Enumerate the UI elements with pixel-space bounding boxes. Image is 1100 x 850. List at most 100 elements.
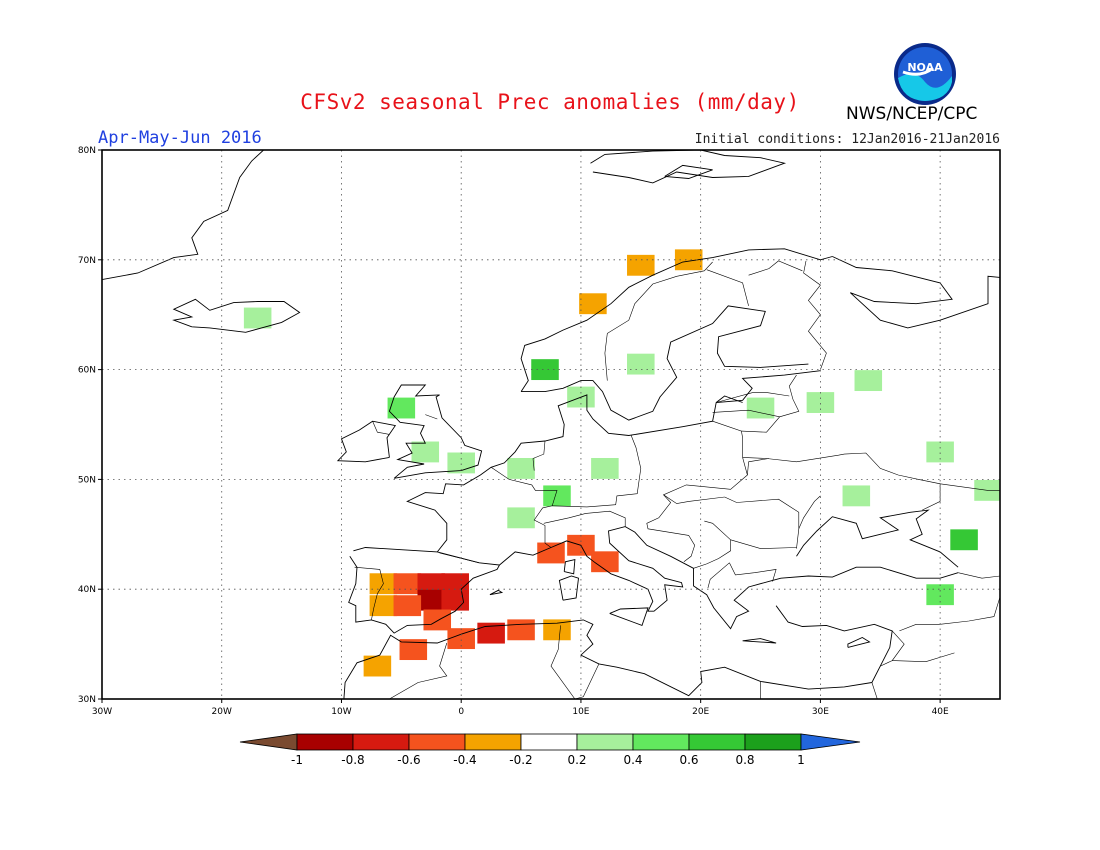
coastline <box>847 636 871 648</box>
colorbar-segment <box>464 733 522 751</box>
season-label: Apr-May-Jun 2016 <box>98 128 262 148</box>
anomaly-cell <box>423 609 452 631</box>
coastline <box>796 509 959 568</box>
country-border <box>940 483 1000 491</box>
chart-title: CFSv2 seasonal Prec anomalies (mm/day) <box>300 90 800 114</box>
map-frame <box>101 149 1001 700</box>
colorbar-above-arrow <box>800 733 861 751</box>
country-border <box>899 572 1000 632</box>
lon-tick-label: 40E <box>932 707 949 717</box>
coastline <box>775 605 893 683</box>
coastline <box>715 395 743 403</box>
country-border <box>646 494 696 563</box>
anomaly-cell <box>477 622 505 644</box>
colorbar-label: -0.6 <box>397 753 420 767</box>
colorbar-segment <box>576 733 634 751</box>
coastline <box>343 619 872 699</box>
agency-label: NWS/NCEP/CPC <box>846 104 978 124</box>
coastline <box>172 298 301 333</box>
colorbar-label: 0.6 <box>679 753 698 767</box>
country-border <box>372 421 390 435</box>
noaa-logo-icon: NOAA <box>894 43 956 105</box>
lon-tick-label: 20E <box>692 707 709 717</box>
country-border <box>724 496 800 549</box>
anomaly-cell <box>411 441 440 463</box>
lon-tick-label: 20W <box>212 707 232 717</box>
lat-tick-label: 50N <box>78 475 96 485</box>
coastline <box>563 559 576 575</box>
colorbar-segment <box>744 733 802 751</box>
anomaly-cell <box>507 457 535 479</box>
country-border <box>543 510 626 527</box>
coastline <box>590 150 787 184</box>
colorbar-segment <box>352 733 410 751</box>
anomaly-cell <box>591 551 619 573</box>
colorbar-label: -0.2 <box>509 753 532 767</box>
country-border <box>871 682 878 699</box>
coastline <box>102 150 264 281</box>
country-border <box>532 458 535 471</box>
country-border <box>730 539 797 549</box>
lon-tick-label: 10E <box>572 707 589 717</box>
anomaly-cell <box>363 655 392 677</box>
country-border <box>707 562 730 589</box>
anomaly-cell <box>387 397 416 419</box>
colorbar-label: 0.4 <box>623 753 642 767</box>
country-border <box>532 440 546 459</box>
colorbar-label: -1 <box>291 753 303 767</box>
coastline <box>609 607 649 626</box>
country-border <box>741 374 800 433</box>
colorbar-label: -0.8 <box>341 753 364 767</box>
colorbar-segment <box>520 733 578 751</box>
country-border <box>880 630 905 667</box>
country-border <box>747 458 769 476</box>
anomaly-cell <box>926 441 954 463</box>
anomaly-cell <box>674 249 703 271</box>
anomaly-cell <box>746 397 775 419</box>
colorbar-label: 1 <box>797 753 805 767</box>
lon-tick-label: 30W <box>92 707 112 717</box>
anomaly-cell <box>579 293 607 315</box>
country-border <box>604 261 713 381</box>
country-border <box>425 414 438 420</box>
country-border <box>892 652 955 663</box>
country-border <box>693 539 731 569</box>
anomaly-cell <box>591 457 619 479</box>
country-border <box>552 435 642 508</box>
coastline <box>348 547 501 634</box>
anomaly-cell <box>543 619 571 641</box>
coastline <box>489 589 504 596</box>
colorbar-label: -0.4 <box>453 753 476 767</box>
lat-tick-label: 80N <box>78 146 96 156</box>
coastline <box>664 164 713 179</box>
colorbar-below-arrow <box>239 733 298 751</box>
country-border <box>662 420 748 504</box>
colorbar-segment <box>296 733 354 751</box>
anomaly-cell <box>950 529 978 551</box>
lat-tick-label: 40N <box>78 585 96 595</box>
anomaly-cell <box>399 639 428 661</box>
initial-conditions-label: Initial conditions: 12Jan2016-21Jan2016 <box>694 132 1000 147</box>
coastline <box>388 384 483 479</box>
country-border <box>354 566 384 620</box>
country-border <box>798 495 821 529</box>
coastline <box>499 526 959 630</box>
country-border <box>550 625 576 699</box>
colorbar-segment <box>632 733 690 751</box>
country-border <box>712 409 780 418</box>
colorbar-segment <box>688 733 746 751</box>
country-border <box>387 642 448 699</box>
anomaly-cell <box>806 392 835 413</box>
coastline <box>832 256 1000 329</box>
coastline <box>521 305 809 421</box>
anomaly-cell <box>369 595 398 617</box>
country-border <box>716 392 790 403</box>
map-area <box>102 150 1000 699</box>
colorbar-label: 0.2 <box>567 753 586 767</box>
lon-tick-label: 0 <box>458 707 464 717</box>
anomaly-cell <box>243 307 272 329</box>
country-border <box>729 562 777 582</box>
country-border <box>439 552 480 564</box>
